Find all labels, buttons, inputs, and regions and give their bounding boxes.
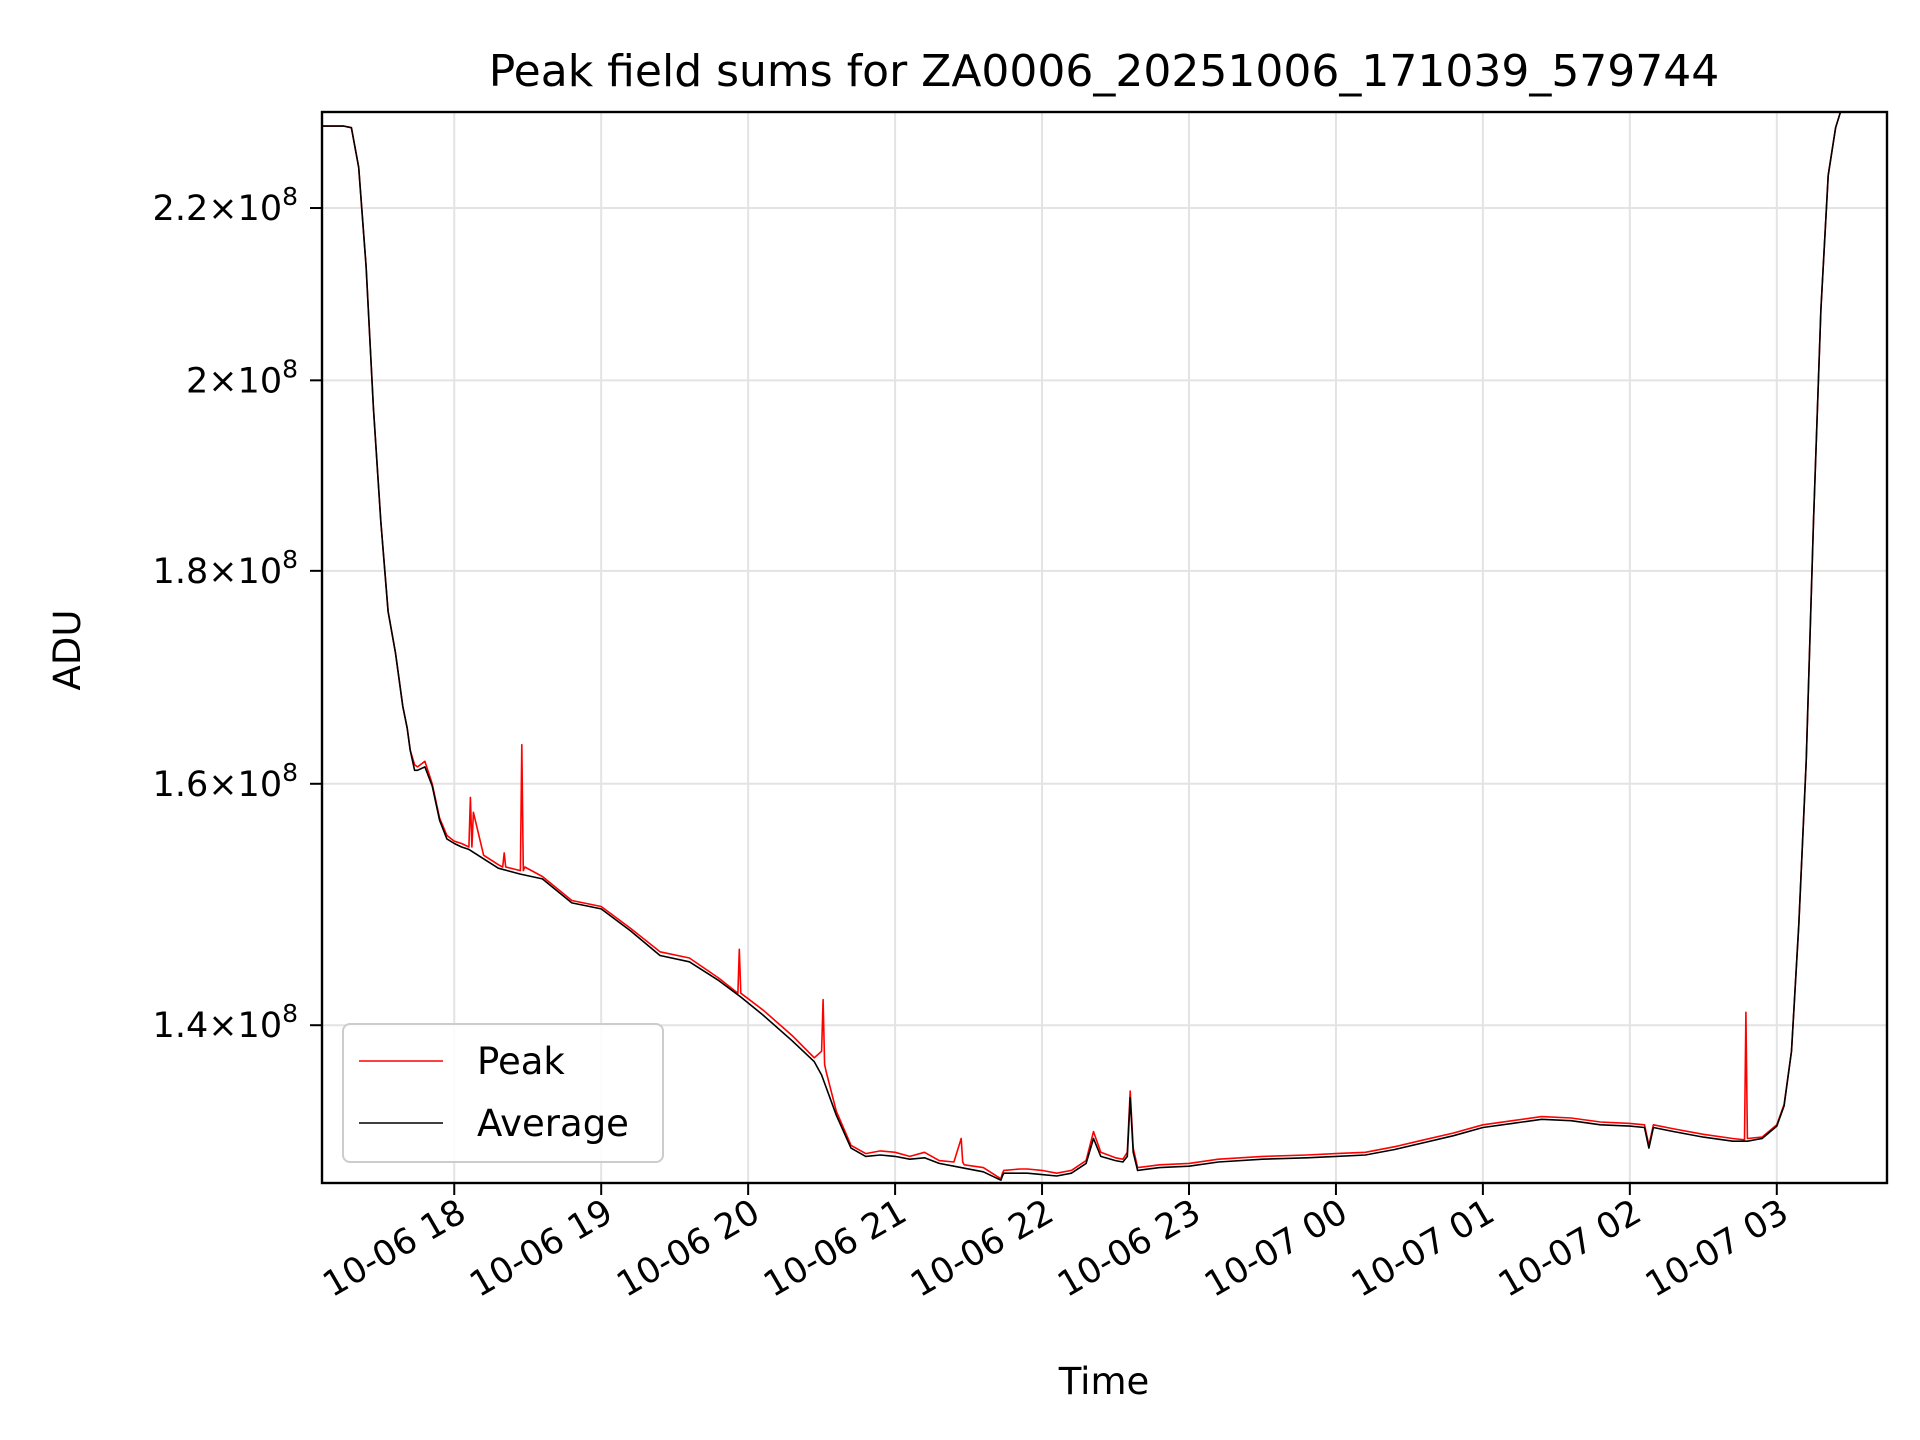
legend-box [342,1023,664,1163]
y-tick-label: 2.2×108 [153,182,298,229]
chart-title: Peak field sums for ZA0006_20251006_1710… [489,46,1720,97]
y-tick-label: 2×108 [186,354,298,401]
x-axis-label: Time [1058,1360,1150,1403]
legend-label-average: Average [477,1102,629,1145]
grid-lines [322,112,1887,1183]
plot-frame [320,110,1889,1185]
y-axis-label: ADU [46,610,89,691]
legend-label-peak: Peak [477,1040,565,1083]
y-tick-label: 1.4×108 [153,999,298,1046]
y-axis: 1.4×108 1.6×108 1.8×108 2×108 2.2×108 [153,182,322,1046]
series-layer [322,112,1842,1181]
series-line-average [322,112,1842,1181]
legend: Peak Average [342,1023,664,1163]
y-tick-label: 1.6×108 [153,758,298,805]
y-tick-label: 1.8×108 [153,545,298,592]
